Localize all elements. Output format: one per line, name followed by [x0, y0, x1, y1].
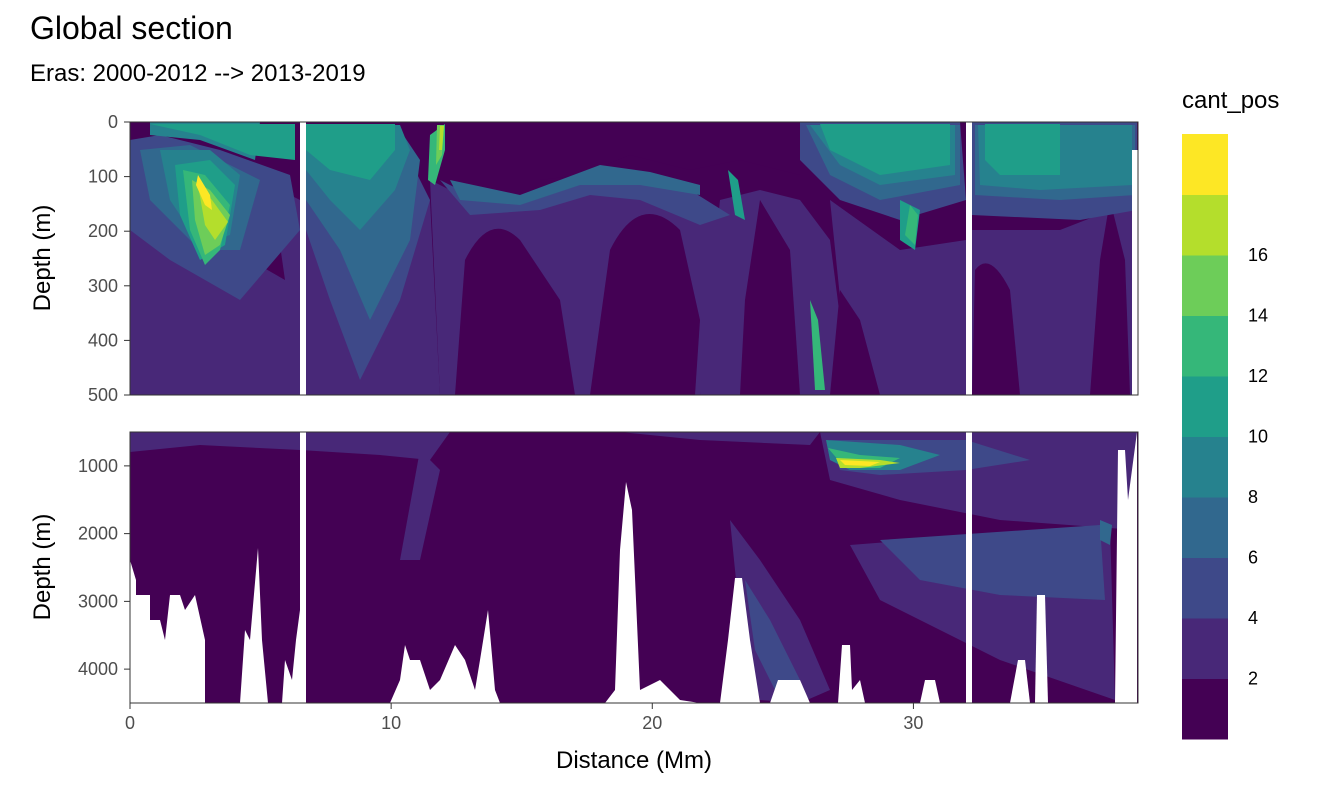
upper-y-axis-title: Depth (m) [29, 205, 56, 312]
legend-label: 12 [1248, 366, 1268, 386]
data-gap [966, 122, 972, 395]
legend-label: 4 [1248, 608, 1258, 628]
data-gap [300, 432, 306, 703]
contour-fill [745, 580, 800, 700]
topography [770, 680, 810, 703]
legend-label: 8 [1248, 487, 1258, 507]
data-gap [300, 122, 306, 395]
contour-fill [620, 432, 820, 445]
topography [1010, 660, 1030, 703]
legend-swatch [1182, 497, 1228, 558]
contour-fill [972, 263, 1020, 395]
legend-swatch [1182, 557, 1228, 619]
contour-fill [540, 122, 800, 180]
chart-subtitle: Eras: 2000-2012 --> 2013-2019 [30, 60, 366, 87]
lower-panel-border [129, 431, 1139, 704]
legend-label: 6 [1248, 548, 1258, 568]
contour-fill [439, 126, 444, 150]
y-tick-label: 1000 [78, 456, 118, 476]
contour-fill [590, 214, 700, 395]
topography [1115, 432, 1137, 703]
legend-swatch [1182, 678, 1228, 740]
legend-swatch [1182, 376, 1228, 437]
y-tick-label: 3000 [78, 591, 118, 611]
y-tick-label: 100 [88, 167, 118, 187]
legend-swatch [1182, 194, 1228, 256]
upper-panel [130, 122, 1138, 395]
x-axis: 0 10 20 30 [125, 703, 923, 733]
legend-swatch [1182, 618, 1228, 679]
legend-label: 14 [1248, 306, 1268, 326]
y-tick-label: 4000 [78, 659, 118, 679]
lower-y-axis-title: Depth (m) [29, 514, 56, 621]
y-tick-label: 200 [88, 221, 118, 241]
legend-swatch [1182, 134, 1228, 195]
legend-label: 10 [1248, 427, 1268, 447]
contour-fill [196, 175, 212, 210]
contour-fill [400, 450, 440, 560]
lower-y-axis: 1000 2000 3000 4000 [78, 456, 130, 679]
contour-fill [830, 290, 880, 395]
legend: 2 4 6 8 10 12 14 16 [1182, 134, 1268, 740]
contour-fill [810, 300, 825, 390]
x-tick-label: 0 [125, 713, 135, 733]
upper-panel-border [129, 121, 1139, 396]
contour-fill [905, 205, 918, 245]
topography [130, 560, 205, 703]
contour-fill [820, 124, 950, 175]
contour-fill [985, 124, 1060, 175]
legend-title: cant_pos [1182, 87, 1279, 114]
x-tick-label: 20 [642, 713, 662, 733]
x-tick-label: 30 [903, 713, 923, 733]
contour-fill [1090, 200, 1130, 395]
chart-title: Global section [30, 10, 233, 46]
topography [390, 610, 500, 703]
topography [605, 482, 700, 703]
legend-label: 16 [1248, 245, 1268, 265]
contour-fill [840, 460, 880, 466]
y-tick-label: 400 [88, 330, 118, 350]
contour-fill [306, 124, 395, 180]
topography [1035, 595, 1048, 703]
topography [240, 548, 268, 703]
y-tick-label: 500 [88, 385, 118, 405]
contour-fill [728, 170, 745, 220]
contour-fill [450, 165, 700, 205]
legend-swatch [1182, 315, 1228, 377]
topography [920, 680, 940, 703]
contour-fill [150, 124, 295, 160]
legend-swatch [1182, 436, 1228, 498]
y-tick-label: 300 [88, 276, 118, 296]
upper-y-axis: 0 100 200 300 400 500 [88, 112, 130, 405]
contour-fill [130, 432, 450, 460]
y-tick-label: 2000 [78, 524, 118, 544]
y-tick-label: 0 [108, 112, 118, 132]
contour-fill [1100, 520, 1112, 545]
topography [838, 645, 865, 703]
contour-fill [455, 228, 575, 395]
data-gap [1132, 150, 1138, 395]
x-tick-label: 10 [381, 713, 401, 733]
lower-panel [130, 432, 1138, 703]
contour-fill [740, 200, 800, 395]
topography [720, 578, 760, 703]
x-axis-title: Distance (Mm) [556, 747, 712, 774]
legend-label: 2 [1248, 669, 1258, 689]
legend-swatch [1182, 255, 1228, 316]
contour-fill [730, 520, 830, 703]
data-gap [966, 432, 972, 703]
contour-fill [880, 525, 1105, 600]
